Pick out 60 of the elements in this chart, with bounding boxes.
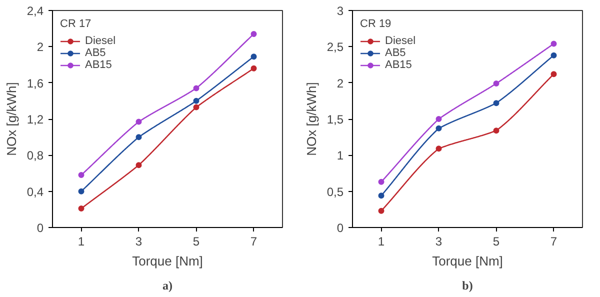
y-tick-label: 2 — [36, 40, 44, 54]
point — [136, 118, 142, 125]
point — [493, 80, 500, 87]
legend-label: Diesel — [385, 35, 416, 47]
point — [436, 125, 442, 132]
legend-label: Diesel — [85, 35, 116, 47]
point — [378, 192, 384, 199]
y-tick-label: 0,5 — [326, 184, 344, 199]
point — [550, 71, 557, 78]
point — [78, 172, 84, 178]
legend-label: AB15 — [85, 59, 112, 71]
text: a) — [162, 278, 172, 292]
point — [193, 98, 200, 104]
point — [250, 31, 257, 38]
point — [136, 162, 142, 168]
point — [550, 52, 557, 58]
text: b) — [462, 278, 473, 292]
y-tick-label: 1 — [336, 148, 344, 163]
point — [436, 146, 442, 152]
point — [193, 104, 200, 110]
x-tick-label: 7 — [250, 234, 258, 248]
x-tick-label: 1 — [78, 234, 85, 248]
legend-title: CR 19 — [360, 18, 392, 30]
y-axis-title: NOx [g/kWh] — [4, 82, 19, 156]
y-axis-title: NOx [g/kWh] — [304, 82, 319, 156]
x-axis-title: Torque [Nm] — [132, 254, 203, 268]
point — [250, 65, 257, 72]
legend-label: AB15 — [385, 59, 412, 71]
point — [193, 85, 200, 92]
point — [436, 116, 442, 122]
point — [136, 134, 142, 140]
point — [78, 206, 84, 212]
y-tick-label: 1,2 — [26, 112, 44, 126]
y-tick-label: 2,5 — [326, 40, 344, 54]
y-tick-label: 0,4 — [26, 184, 44, 199]
point — [550, 40, 557, 47]
y-tick-label: 0 — [36, 221, 44, 235]
y-tick-label: 3 — [336, 4, 344, 18]
point — [378, 178, 384, 185]
x-tick-label: 3 — [435, 234, 442, 248]
x-tick-label: 3 — [135, 234, 142, 248]
legend-label: AB5 — [85, 47, 106, 59]
x-axis-title: Torque [Nm] — [432, 254, 503, 268]
x-tick-label: 5 — [492, 234, 500, 248]
y-tick-label: 1,6 — [26, 76, 44, 90]
legend-label: AB5 — [385, 47, 406, 59]
point — [493, 100, 500, 106]
point — [378, 208, 384, 214]
y-tick-label: 1,5 — [326, 112, 344, 126]
legend-title: CR 17 — [60, 18, 92, 30]
x-tick-label: 7 — [550, 234, 558, 248]
point — [250, 54, 257, 60]
point — [493, 128, 500, 134]
x-tick-label: 5 — [192, 234, 200, 248]
y-tick-label: 2 — [336, 76, 344, 90]
y-tick-label: 0 — [336, 221, 344, 235]
y-tick-label: 0,8 — [26, 148, 44, 163]
x-tick-label: 1 — [378, 234, 385, 248]
y-tick-label: 2,4 — [26, 4, 44, 18]
point — [78, 188, 84, 194]
